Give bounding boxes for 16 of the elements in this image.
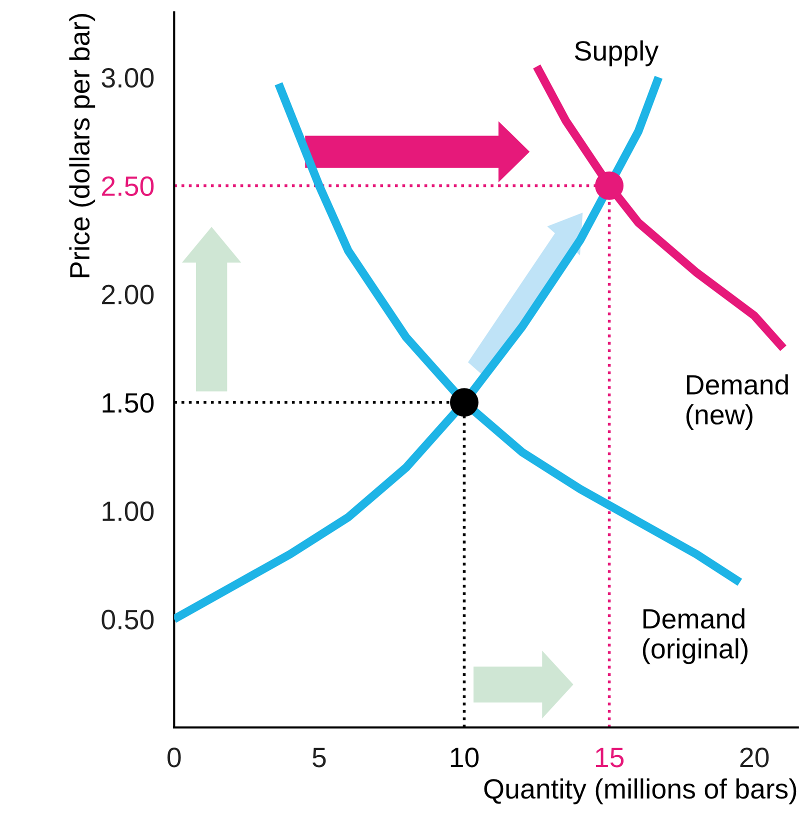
x-tick-label: 20 (740, 748, 769, 768)
series-label: Supply (574, 40, 659, 66)
y-tick-label: 0.50 (102, 610, 154, 630)
x-tick-label: 0 (168, 748, 181, 768)
y-axis-title: Price (dollars per bar) (69, 14, 96, 278)
y-tick-label: 2.00 (102, 284, 154, 304)
x-axis-title: Quantity (millions of bars) (484, 778, 796, 804)
series-label: Demand (new) (686, 374, 788, 430)
x-tick-label: 15 (596, 748, 624, 768)
y-tick-label: 3.00 (102, 68, 154, 88)
series-label: Demand (original) (642, 608, 748, 664)
y-tick-label: 2.50 (102, 176, 154, 196)
x-tick-label: 5 (312, 748, 326, 768)
x-tick-label: 10 (450, 748, 479, 768)
y-tick-label: 1.50 (102, 393, 154, 413)
y-tick-label: 1.00 (102, 501, 154, 522)
